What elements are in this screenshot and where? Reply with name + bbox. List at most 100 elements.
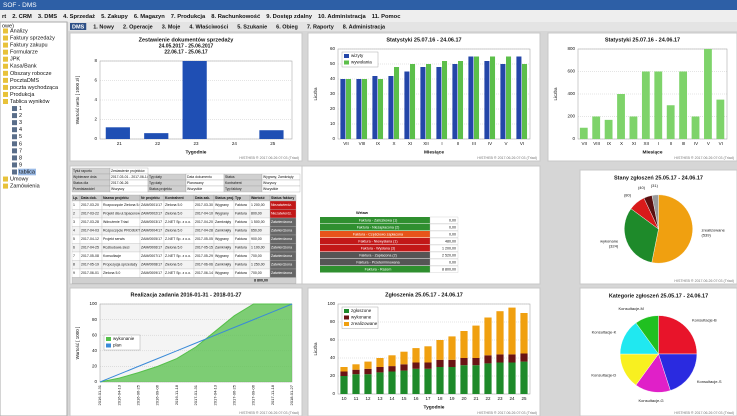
menu-item[interactable]: 7. Produkcja <box>171 14 206 20</box>
menu-item[interactable]: 4. Sprzedaż <box>63 14 95 20</box>
tree-item[interactable]: tablica <box>19 169 36 175</box>
column-header-text: Data zak. <box>195 196 210 200</box>
bar-segment <box>364 374 372 394</box>
tree-item[interactable]: 6 <box>19 141 22 147</box>
tree-item[interactable]: 7 <box>19 148 22 154</box>
bar-segment <box>520 361 528 394</box>
tree-item[interactable]: Faktury sprzedaży <box>10 36 55 42</box>
tree-item[interactable]: 2 <box>19 113 22 119</box>
table-cell-text: Faktura <box>235 254 247 258</box>
tree-item[interactable]: 1 <box>19 106 22 112</box>
tree-item[interactable]: 9 <box>19 162 22 168</box>
slice-label: Konsultacje-M <box>619 306 644 311</box>
table-cell-text: Propozycja sprzedaży <box>103 263 137 267</box>
tab[interactable]: 5. Szukanie <box>237 24 267 30</box>
legend-box <box>341 306 379 329</box>
status-legend-value-bg <box>429 237 459 245</box>
bar-segment <box>364 368 372 375</box>
pie-slice <box>658 315 698 355</box>
y-tick-label: 0 <box>572 136 575 141</box>
x-tick-label: 2018-01-27 <box>289 384 294 405</box>
tree-item[interactable]: 3 <box>19 120 22 126</box>
table-cell-text: Zamknięty <box>215 229 231 233</box>
menu-item[interactable]: 5. Zakupy <box>101 14 129 20</box>
tree-icon <box>3 99 8 104</box>
table-cell-text: 2017-06-14 <box>195 271 213 275</box>
table-cell-text: 2017-04-28 <box>195 229 213 233</box>
tree-item[interactable]: Produkcja <box>10 92 35 98</box>
header-cell-text: Wybierane dnia <box>73 175 97 179</box>
tree-icon <box>12 127 17 133</box>
bar-segment <box>388 371 396 394</box>
menu-item[interactable]: 6. Magazyn <box>134 14 165 20</box>
x-tick-label: 2016-04-13 <box>116 384 121 405</box>
legend-swatch <box>344 322 349 326</box>
tree-icon <box>12 162 17 168</box>
tree-item[interactable]: JPK <box>10 57 20 63</box>
status-legend-label: Faktura - Zaliczkowa (1) <box>359 218 398 222</box>
pie-slice <box>624 208 659 263</box>
tree-item[interactable]: Faktury zakupu <box>10 43 48 49</box>
table-cell-text: Faktura <box>235 203 247 207</box>
menu-item[interactable]: 9. Dostęp zdalny <box>266 14 313 20</box>
menu-item[interactable]: 3. DMS <box>38 14 57 20</box>
y-tick-label: 60 <box>330 46 336 51</box>
tree-item[interactable]: 8 <box>19 155 22 161</box>
table-cell-text: Rozpoczęcie PROJEKT <box>103 229 141 233</box>
bar <box>442 61 448 139</box>
tree-item[interactable]: Formularze <box>10 50 38 56</box>
x-tick-label: 2017-04-13 <box>212 384 217 405</box>
tree-item[interactable]: Obszary robocze <box>10 71 52 77</box>
tree-icon <box>12 134 17 140</box>
tree-icon <box>3 70 8 76</box>
tree-item[interactable]: Zamówienia <box>10 184 41 190</box>
menu-item[interactable]: 10. Administracja <box>318 14 367 20</box>
table-cell-text: Z-NET Sp. z o.o. <box>165 220 191 224</box>
bar <box>452 64 458 139</box>
table-cell-text: Wdrożenie Triad <box>103 220 129 224</box>
tree-icon <box>3 49 8 55</box>
table-cell-text: 1 100,00 <box>251 246 265 250</box>
table-cell-text: Wygrany <box>215 271 229 275</box>
tree-item[interactable]: Umowy <box>10 177 29 183</box>
bar-segment <box>436 340 444 360</box>
menu-item[interactable]: 2. CRM <box>12 14 32 20</box>
y-tick-label: 20 <box>330 373 336 378</box>
tab[interactable]: 7. Raporty <box>307 24 335 30</box>
table-cell-text: 900,00 <box>251 237 262 241</box>
header-cell-text: 2017-03-01 - 2017-06-14 <box>111 175 149 179</box>
y-tick-label: 600 <box>567 69 575 74</box>
bar-segment <box>412 362 420 369</box>
tree-item[interactable]: PocztaDMS <box>10 78 39 84</box>
legend-box <box>341 51 379 68</box>
status-legend-value: 0,00 <box>449 260 456 264</box>
tab[interactable]: DMS <box>72 24 85 30</box>
tree-item[interactable]: Tablica wyników <box>10 99 49 105</box>
menu-item[interactable]: 11. Pomoc <box>372 14 401 20</box>
table-cell-text: Wygrany <box>215 212 229 216</box>
tree-item[interactable]: poczta wychodząca <box>10 85 59 91</box>
bar-segment <box>484 317 492 356</box>
header-cell-text: Zestawienie projektów <box>111 169 145 173</box>
tab[interactable]: 6. Obieg <box>276 24 298 30</box>
x-tick-label: V <box>504 141 507 146</box>
tab[interactable]: 3. Moje <box>162 24 181 30</box>
x-tick-label: 19 <box>449 396 455 401</box>
tab[interactable]: 2. Operacje <box>123 24 153 30</box>
tab[interactable]: 4. Właściwości <box>189 24 228 30</box>
menu-item[interactable]: 8. Rachunkowość <box>211 14 261 20</box>
menu-item[interactable]: rt <box>2 14 6 20</box>
bar <box>340 79 346 139</box>
table-cell-text: Zielona 5.0 <box>103 271 120 275</box>
y-tick-label: 40 <box>330 76 336 81</box>
tab[interactable]: 8. Administracja <box>343 24 386 30</box>
tree-item[interactable]: 5 <box>19 134 22 140</box>
legend-swatch <box>344 315 349 320</box>
chart-footer: HISTHEB ® 2017.06.26 07:03 (Triad) <box>674 411 734 415</box>
status-legend-value-bg <box>429 265 459 273</box>
tab[interactable]: 1. Nowy <box>93 24 115 30</box>
tree-item[interactable]: 4 <box>19 127 22 133</box>
tree-item[interactable]: Kasa/Bank <box>10 64 37 70</box>
tree-item[interactable]: Analizy <box>10 28 28 34</box>
slice-label: Konsultacje-K <box>592 330 617 335</box>
